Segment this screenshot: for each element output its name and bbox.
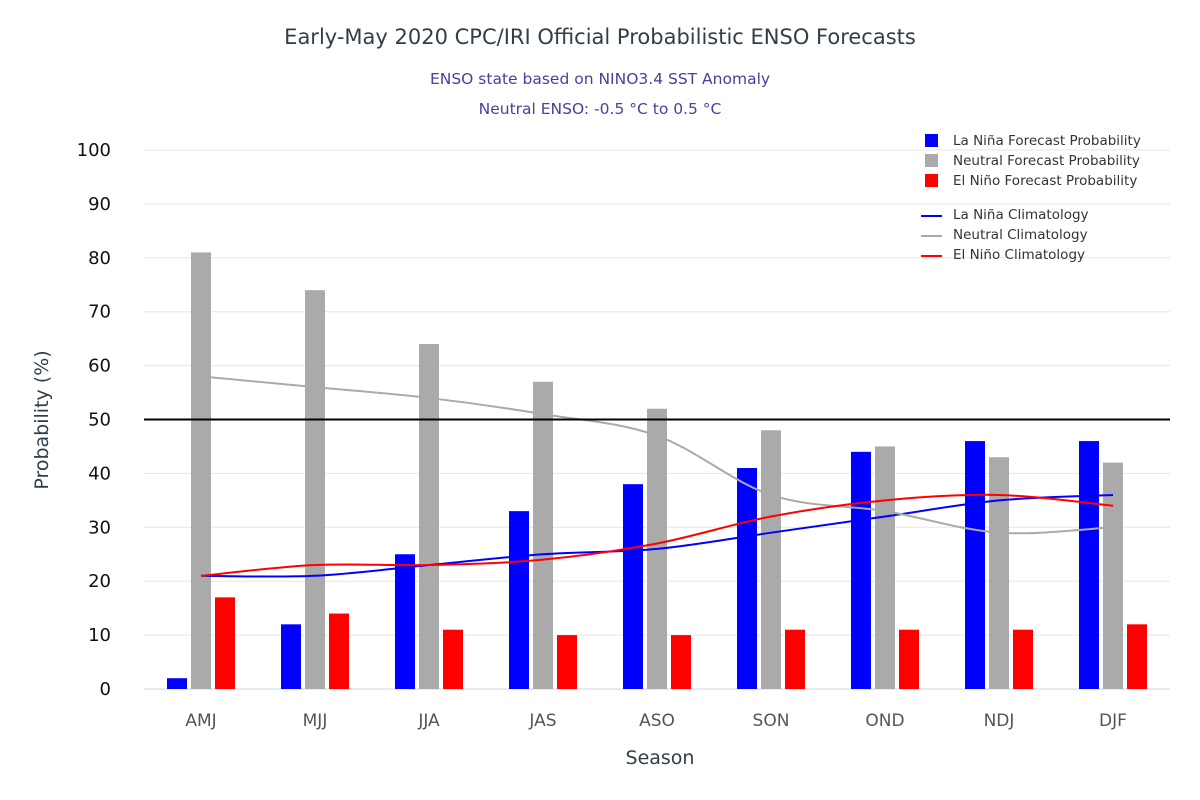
y-axis-title: Probability (%) xyxy=(31,350,53,489)
x-tick-label: MJJ xyxy=(303,711,328,731)
x-axis-ticks: AMJ MJJ JJA JAS ASO SON OND NDJ DJF xyxy=(185,711,1127,731)
legend-swatch xyxy=(925,154,938,167)
bar-la-ni-a-forecast-probability-jja xyxy=(395,554,415,689)
bar-neutral-forecast-probability-mjj xyxy=(305,290,325,689)
y-axis-ticks: 0 10 20 30 40 50 60 70 80 90 100 xyxy=(77,140,111,700)
bar-la-ni-a-forecast-probability-mjj xyxy=(281,624,301,689)
y-tick-label: 0 xyxy=(100,679,111,700)
x-tick-label: ASO xyxy=(639,711,675,731)
bar-la-ni-a-forecast-probability-ond xyxy=(851,451,871,689)
x-tick-label: JJA xyxy=(417,711,440,731)
y-tick-label: 80 xyxy=(88,248,111,269)
y-tick-label: 30 xyxy=(88,517,111,538)
x-tick-label: OND xyxy=(865,711,904,731)
bar-el-ni-o-forecast-probability-mjj xyxy=(329,613,349,689)
legend-label[interactable]: La Niña Climatology xyxy=(953,207,1089,223)
bar-la-ni-a-forecast-probability-ndj xyxy=(965,441,985,689)
bar-el-ni-o-forecast-probability-jja xyxy=(443,629,463,689)
bar-neutral-forecast-probability-djf xyxy=(1103,462,1123,689)
x-tick-label: AMJ xyxy=(185,711,216,731)
bar-neutral-forecast-probability-ndj xyxy=(989,457,1009,689)
bars xyxy=(167,252,1147,689)
legend-swatch xyxy=(925,134,938,147)
x-axis-title: Season xyxy=(626,747,695,769)
bar-neutral-forecast-probability-son xyxy=(761,430,781,689)
bar-el-ni-o-forecast-probability-ndj xyxy=(1013,629,1033,689)
legend-label[interactable]: Neutral Forecast Probability xyxy=(953,153,1140,169)
bar-la-ni-a-forecast-probability-djf xyxy=(1079,441,1099,689)
line-el-ni-o-climatology xyxy=(200,493,1114,577)
bar-neutral-forecast-probability-amj xyxy=(191,252,211,689)
y-tick-label: 40 xyxy=(88,463,111,484)
legend-label[interactable]: La Niña Forecast Probability xyxy=(953,133,1141,149)
legend: La Niña Forecast Probability Neutral Fore… xyxy=(921,133,1141,263)
bar-neutral-forecast-probability-jja xyxy=(419,344,439,689)
bar-el-ni-o-forecast-probability-son xyxy=(785,629,805,689)
y-tick-label: 20 xyxy=(88,571,111,592)
bar-el-ni-o-forecast-probability-amj xyxy=(215,597,235,689)
y-tick-label: 100 xyxy=(77,140,111,161)
chart-subtitle-line-2: Neutral ENSO: -0.5 °C to 0.5 °C xyxy=(479,100,722,118)
legend-swatch xyxy=(925,174,938,187)
bar-la-ni-a-forecast-probability-amj xyxy=(167,678,187,689)
x-tick-label: NDJ xyxy=(984,711,1015,731)
y-tick-label: 10 xyxy=(88,625,111,646)
bar-el-ni-o-forecast-probability-djf xyxy=(1127,624,1147,689)
y-tick-label: 60 xyxy=(88,356,111,377)
climatology-lines xyxy=(200,375,1114,578)
legend-label[interactable]: Neutral Climatology xyxy=(953,227,1088,243)
bar-la-ni-a-forecast-probability-son xyxy=(737,468,757,689)
legend-label[interactable]: El Niño Forecast Probability xyxy=(953,173,1137,189)
chart-title: Early-May 2020 CPC/IRI Official Probabil… xyxy=(284,25,916,49)
bar-el-ni-o-forecast-probability-jas xyxy=(557,635,577,689)
legend-label[interactable]: El Niño Climatology xyxy=(953,247,1085,263)
x-tick-label: SON xyxy=(753,711,790,731)
bar-el-ni-o-forecast-probability-ond xyxy=(899,629,919,689)
bar-el-ni-o-forecast-probability-aso xyxy=(671,635,691,689)
bar-la-ni-a-forecast-probability-jas xyxy=(509,511,529,689)
bar-neutral-forecast-probability-ond xyxy=(875,446,895,689)
chart-subtitle-line-1: ENSO state based on NINO3.4 SST Anomaly xyxy=(430,70,770,88)
x-tick-label: DJF xyxy=(1099,711,1127,731)
y-tick-label: 50 xyxy=(88,410,111,431)
bar-la-ni-a-forecast-probability-aso xyxy=(623,484,643,689)
y-tick-label: 90 xyxy=(88,194,111,215)
x-tick-label: JAS xyxy=(528,711,556,731)
line-neutral-climatology xyxy=(200,375,1114,535)
line-la-ni-a-climatology xyxy=(200,493,1114,578)
y-tick-label: 70 xyxy=(88,302,111,323)
bar-neutral-forecast-probability-jas xyxy=(533,381,553,689)
